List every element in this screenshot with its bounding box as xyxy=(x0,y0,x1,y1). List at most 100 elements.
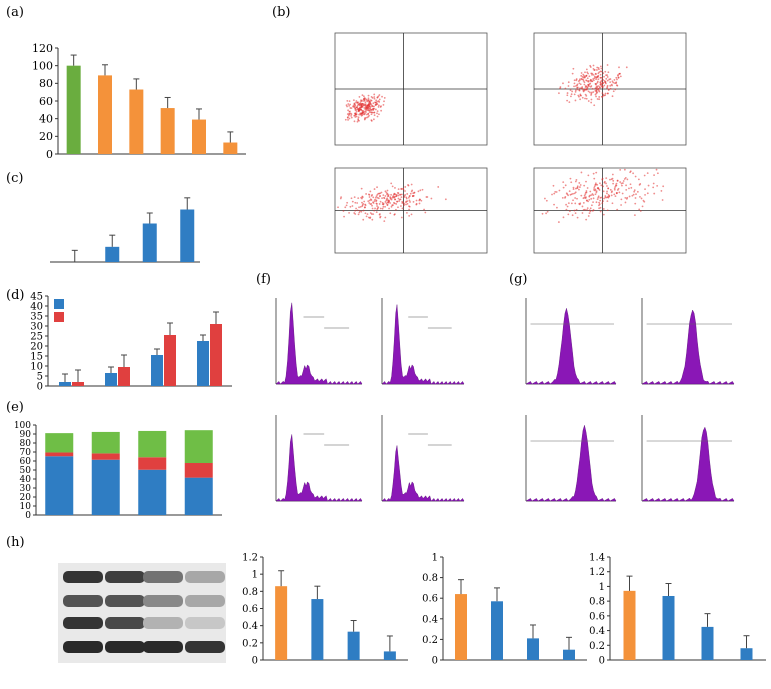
event-dot xyxy=(613,79,616,81)
flow-plot xyxy=(334,32,488,146)
event-dot xyxy=(600,184,603,187)
event-dot xyxy=(369,203,372,206)
event-dot xyxy=(400,205,402,207)
event-dot xyxy=(374,198,376,201)
event-dot xyxy=(606,200,609,202)
event-dot xyxy=(586,207,589,210)
event-dot xyxy=(572,192,574,195)
y-tick-label: 20 xyxy=(20,493,32,503)
event-dot xyxy=(396,200,399,203)
stacked-bar-segment xyxy=(45,452,74,457)
event-dot xyxy=(592,91,595,93)
event-dot xyxy=(348,100,351,103)
event-dot xyxy=(589,91,591,94)
event-dot xyxy=(407,184,410,187)
event-dot xyxy=(633,189,636,192)
event-dot xyxy=(363,118,366,121)
event-dot xyxy=(593,187,596,189)
event-dot xyxy=(378,104,380,107)
event-dot xyxy=(370,113,373,116)
event-dot xyxy=(607,187,610,190)
bar xyxy=(118,367,130,386)
bar xyxy=(160,108,175,154)
event-dot xyxy=(361,103,364,106)
event-dot xyxy=(567,81,570,84)
event-dot xyxy=(367,107,369,110)
blot-band xyxy=(63,595,103,607)
histogram-plot xyxy=(525,298,617,385)
event-dot xyxy=(605,177,608,180)
event-dot xyxy=(377,197,380,200)
event-dot xyxy=(590,98,593,101)
event-dot xyxy=(585,75,588,77)
event-dot xyxy=(615,76,618,79)
event-dot xyxy=(353,196,356,199)
event-dot xyxy=(593,77,596,80)
event-dot xyxy=(615,82,617,85)
stacked-bar-segment xyxy=(91,453,120,460)
event-dot xyxy=(612,81,615,84)
event-dot xyxy=(595,201,598,204)
event-dot xyxy=(585,79,588,82)
event-dot xyxy=(599,73,602,76)
event-dot xyxy=(584,71,586,74)
event-dot xyxy=(646,192,649,195)
event-dot xyxy=(572,199,574,202)
event-dot xyxy=(629,183,632,186)
event-dot xyxy=(366,100,368,103)
event-dot xyxy=(410,190,413,193)
event-dot xyxy=(584,93,587,96)
event-dot xyxy=(371,204,373,207)
event-dot xyxy=(603,84,606,87)
event-dot xyxy=(570,202,573,205)
event-dot xyxy=(371,218,374,221)
event-dot xyxy=(631,194,634,197)
stacked-bar-segment xyxy=(184,463,213,478)
y-tick-label: 10 xyxy=(30,362,43,373)
event-dot xyxy=(602,79,604,81)
event-dot xyxy=(571,90,574,93)
event-dot xyxy=(365,105,368,108)
event-dot xyxy=(578,188,580,191)
event-dot xyxy=(381,95,383,98)
event-dot xyxy=(349,103,352,106)
event-dot xyxy=(379,200,382,203)
event-dot xyxy=(364,212,367,215)
y-tick-label: 45 xyxy=(30,292,43,303)
event-dot xyxy=(583,184,586,187)
event-dot xyxy=(601,178,604,181)
event-dot xyxy=(608,195,611,198)
event-dot xyxy=(353,103,356,105)
event-dot xyxy=(365,111,367,113)
event-dot xyxy=(354,104,357,107)
event-dot xyxy=(596,81,599,84)
event-dot xyxy=(616,74,619,77)
event-dot xyxy=(370,103,372,106)
bar xyxy=(740,648,753,660)
event-dot xyxy=(573,209,576,212)
event-dot xyxy=(407,196,410,199)
blot-band xyxy=(63,641,103,653)
event-dot xyxy=(582,78,585,81)
event-dot xyxy=(368,107,371,110)
event-dot xyxy=(629,170,632,173)
event-dot xyxy=(359,210,361,212)
western-blot xyxy=(58,563,226,663)
event-dot xyxy=(404,190,406,192)
event-dot xyxy=(359,112,362,115)
event-dot xyxy=(580,171,583,174)
event-dot xyxy=(652,182,655,185)
event-dot xyxy=(595,88,597,90)
event-dot xyxy=(623,168,626,171)
event-dot xyxy=(596,198,599,200)
y-tick-label: 0.2 xyxy=(242,638,258,649)
flow-plot xyxy=(533,167,687,254)
event-dot xyxy=(634,197,637,199)
event-dot xyxy=(389,212,392,215)
blot-band xyxy=(143,571,183,583)
event-dot xyxy=(398,198,401,201)
event-dot xyxy=(566,94,569,97)
event-dot xyxy=(600,84,603,87)
event-dot xyxy=(625,188,628,191)
event-dot xyxy=(579,83,582,86)
